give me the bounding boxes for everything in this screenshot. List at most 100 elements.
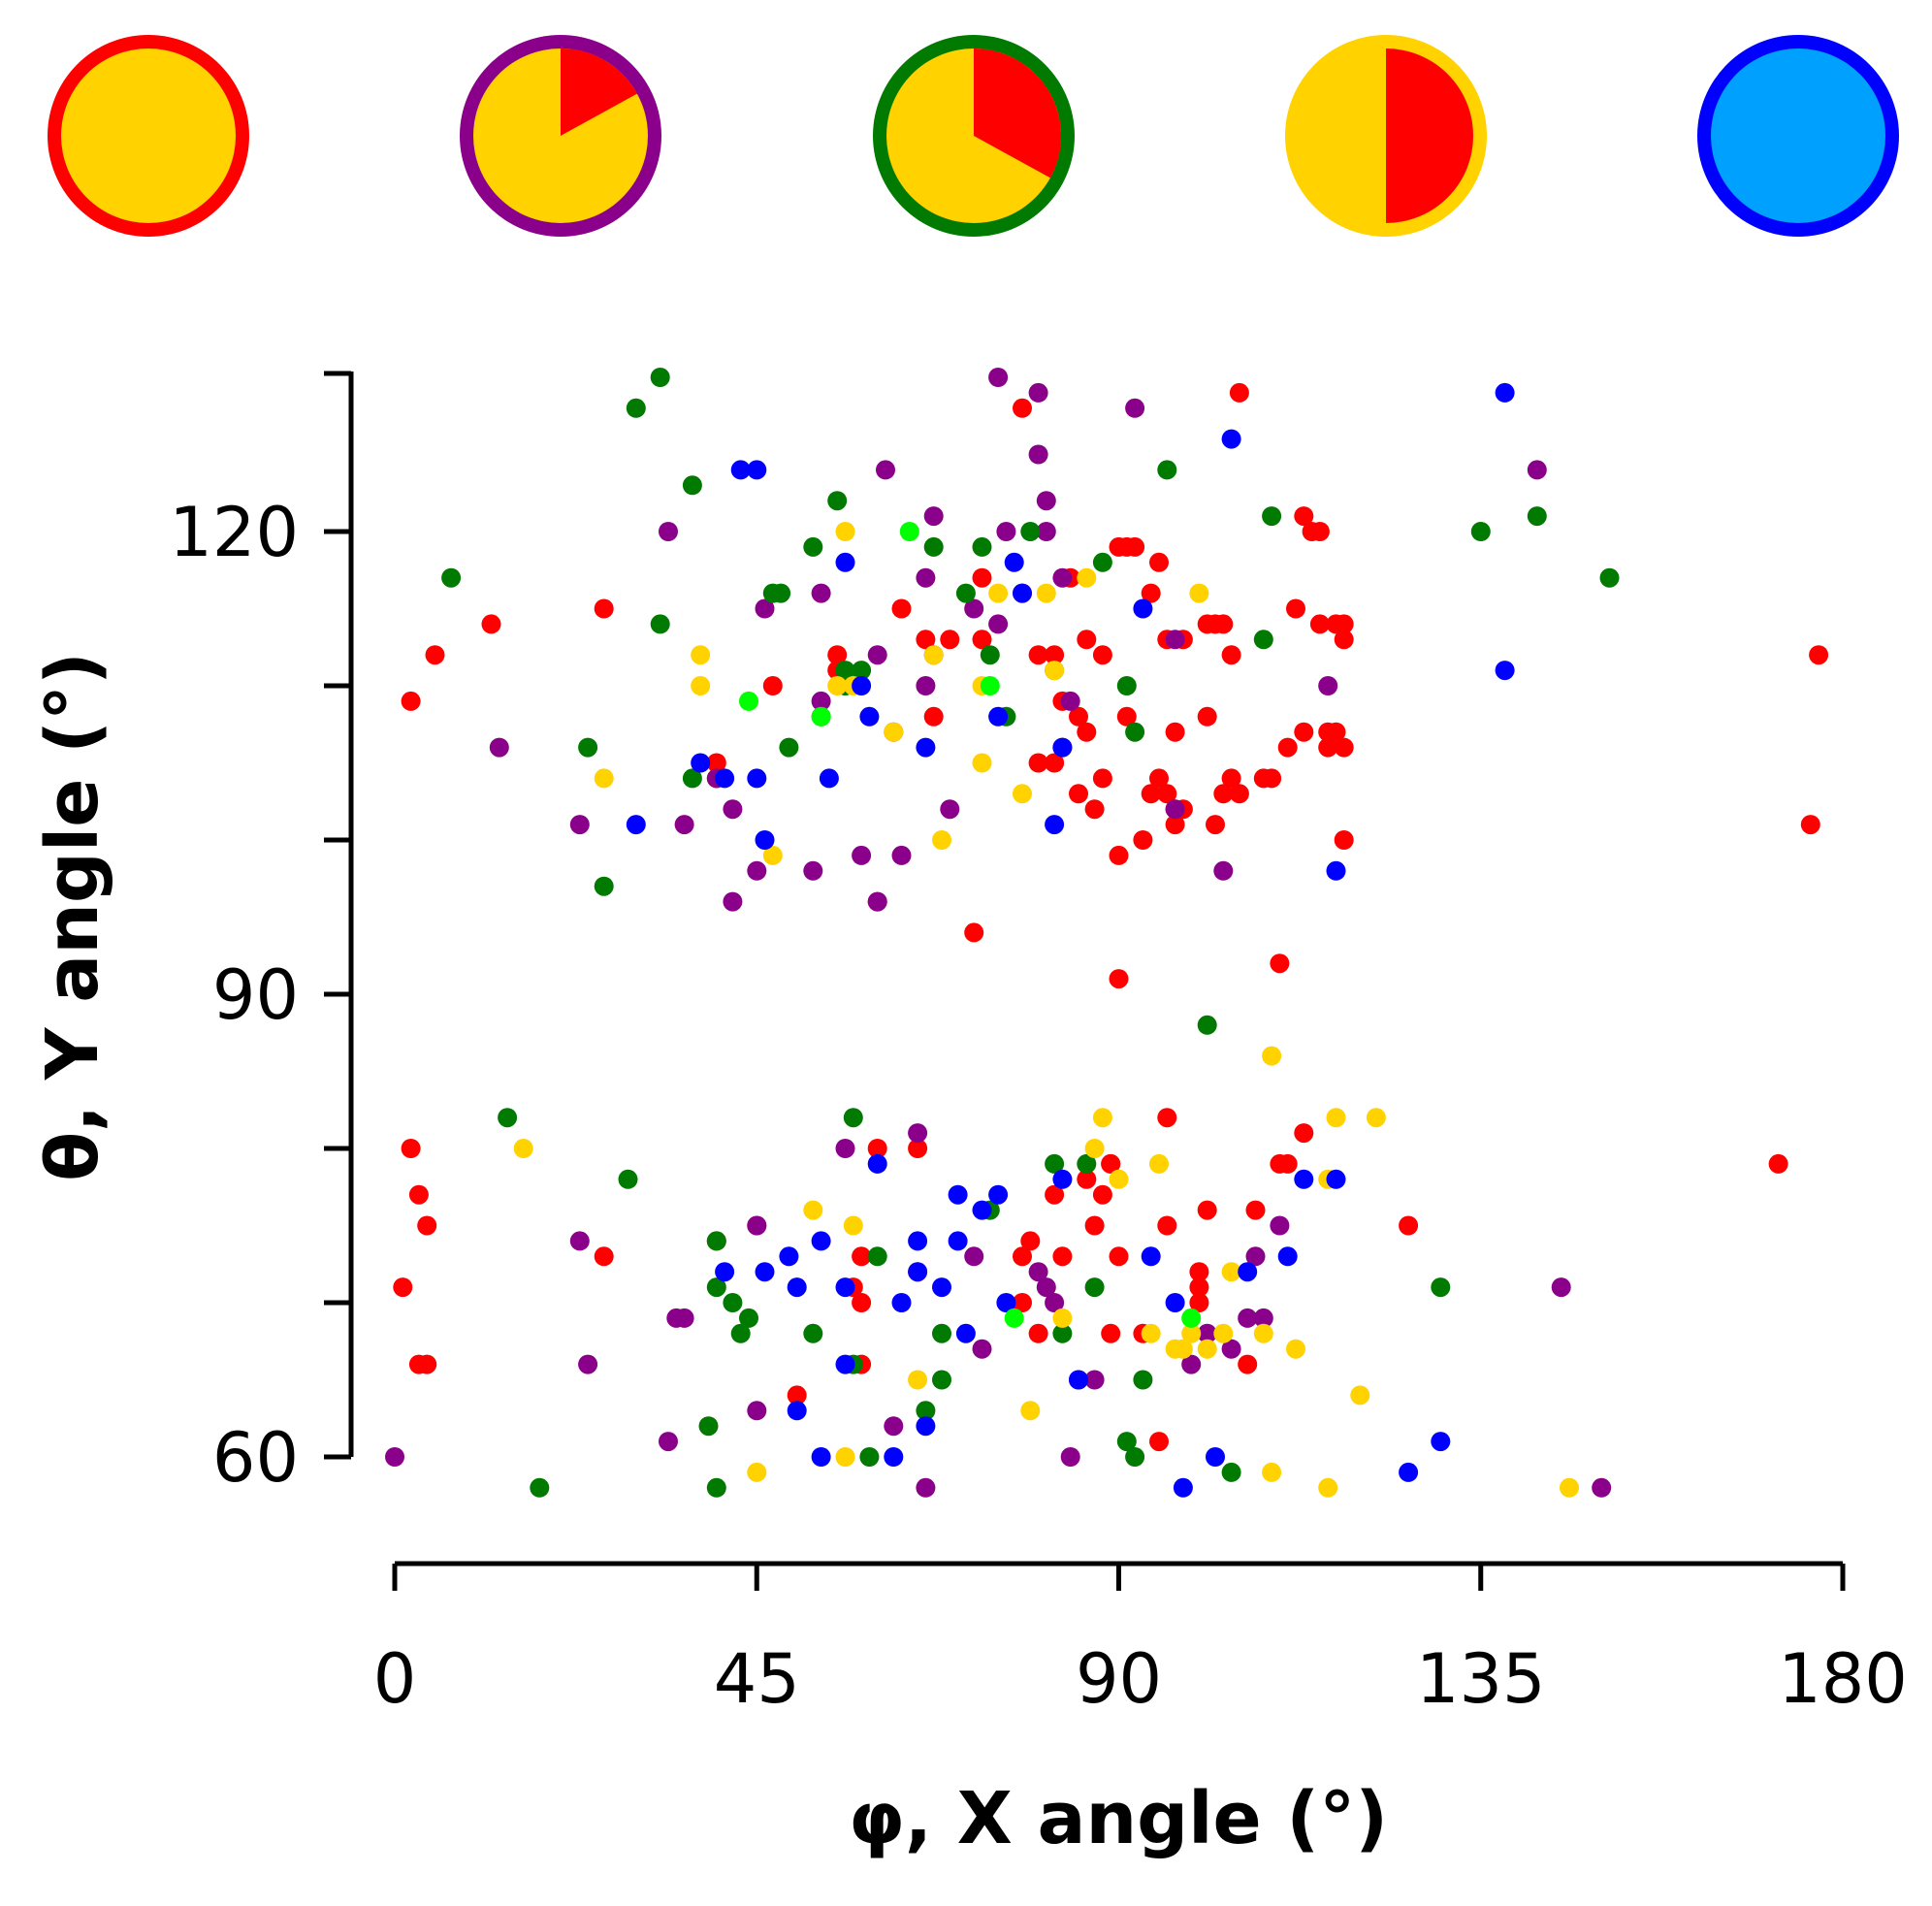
- point-yellow: [972, 753, 992, 773]
- x-tick-label: 135: [1416, 1639, 1546, 1719]
- point-blue: [948, 1231, 968, 1251]
- point-purple: [1165, 799, 1185, 820]
- point-green: [739, 1308, 758, 1328]
- point-yellow: [1052, 1308, 1073, 1328]
- point-red: [408, 1184, 429, 1205]
- point-green: [1221, 1462, 1241, 1482]
- point-blue: [867, 1153, 887, 1174]
- point-green: [441, 567, 462, 588]
- point-red: [1165, 815, 1185, 835]
- point-purple: [1045, 1293, 1065, 1312]
- point-green: [1262, 506, 1282, 527]
- point-red: [594, 1246, 614, 1267]
- point-blue: [691, 753, 711, 773]
- point-yellow: [1326, 1108, 1346, 1128]
- point-green: [1077, 1153, 1097, 1174]
- point-red: [916, 630, 936, 650]
- point-yellow: [513, 1139, 533, 1158]
- point-green: [1116, 1432, 1137, 1452]
- point-purple: [674, 1308, 694, 1328]
- point-red: [787, 1385, 807, 1405]
- point-blue: [787, 1401, 807, 1421]
- point-purple: [747, 860, 767, 881]
- point-purple: [1245, 1246, 1266, 1267]
- lightblue-circle-blue-ring-icon: [1697, 35, 1899, 237]
- x-tick-label: 180: [1778, 1639, 1908, 1719]
- point-blue: [626, 815, 646, 835]
- point-blue: [730, 460, 751, 480]
- point-green: [827, 491, 848, 511]
- point-red: [1165, 722, 1185, 742]
- point-red: [1149, 552, 1169, 572]
- point-red: [1149, 1432, 1169, 1452]
- point-green: [835, 661, 855, 681]
- point-blue: [859, 706, 880, 727]
- point-purple: [916, 1477, 936, 1498]
- point-purple: [867, 645, 887, 665]
- point-blue: [1326, 1169, 1346, 1189]
- point-purple: [569, 815, 590, 835]
- legend-fill: [61, 48, 236, 223]
- point-yellow: [908, 1370, 928, 1390]
- point-red: [1221, 645, 1241, 665]
- point-red: [1277, 1153, 1298, 1174]
- point-purple: [884, 1416, 904, 1437]
- point-purple: [1036, 1277, 1056, 1298]
- point-green: [1045, 1153, 1065, 1174]
- point-yellow: [1013, 784, 1032, 804]
- point-blue: [1045, 815, 1065, 835]
- point-purple: [811, 691, 831, 711]
- x-tick-label: 0: [373, 1639, 417, 1719]
- point-blue: [1399, 1462, 1419, 1482]
- point-red: [1326, 722, 1346, 742]
- point-green: [932, 1323, 951, 1343]
- point-blue: [1004, 552, 1024, 572]
- point-purple: [891, 845, 912, 865]
- point-red: [1125, 536, 1145, 557]
- point-blue: [908, 1231, 928, 1251]
- point-green: [852, 661, 872, 681]
- point-red: [1197, 1200, 1217, 1220]
- point-blue: [811, 1231, 831, 1251]
- point-red: [1768, 1153, 1788, 1174]
- point-red: [1197, 706, 1217, 727]
- point-purple: [659, 1432, 678, 1452]
- point-yellow: [1020, 1401, 1041, 1421]
- point-red: [1334, 737, 1354, 758]
- point-green: [706, 1477, 726, 1498]
- point-green: [955, 583, 976, 603]
- point-lime: [1181, 1308, 1202, 1328]
- point-purple: [1213, 860, 1234, 881]
- point-green: [1133, 1370, 1153, 1390]
- point-purple: [1028, 382, 1048, 403]
- point-yellow: [1036, 583, 1056, 603]
- point-green: [626, 398, 646, 418]
- point-red: [1270, 953, 1290, 974]
- point-green: [498, 1108, 518, 1128]
- point-blue: [835, 1277, 855, 1298]
- point-green: [1197, 1015, 1217, 1035]
- point-red: [891, 598, 912, 619]
- point-blue: [747, 768, 767, 789]
- point-purple: [755, 598, 775, 619]
- point-green: [723, 1293, 743, 1312]
- point-green: [972, 536, 992, 557]
- legend-red-wedge: [1386, 48, 1473, 223]
- point-red: [1028, 645, 1048, 665]
- point-blue: [755, 1262, 775, 1282]
- point-blue: [1173, 1477, 1193, 1498]
- point-purple: [1592, 1477, 1612, 1498]
- point-red: [1116, 706, 1137, 727]
- point-purple: [811, 583, 831, 603]
- point-purple: [1181, 1354, 1202, 1374]
- point-green: [779, 737, 799, 758]
- point-green: [1253, 630, 1273, 650]
- point-red: [1013, 1246, 1032, 1267]
- point-yellow: [827, 676, 848, 695]
- point-green: [706, 1231, 726, 1251]
- scatter-points: [385, 368, 1829, 1498]
- point-red: [1213, 784, 1234, 804]
- point-blue: [1165, 1293, 1185, 1312]
- point-purple: [385, 1447, 404, 1467]
- point-yellow: [835, 522, 855, 541]
